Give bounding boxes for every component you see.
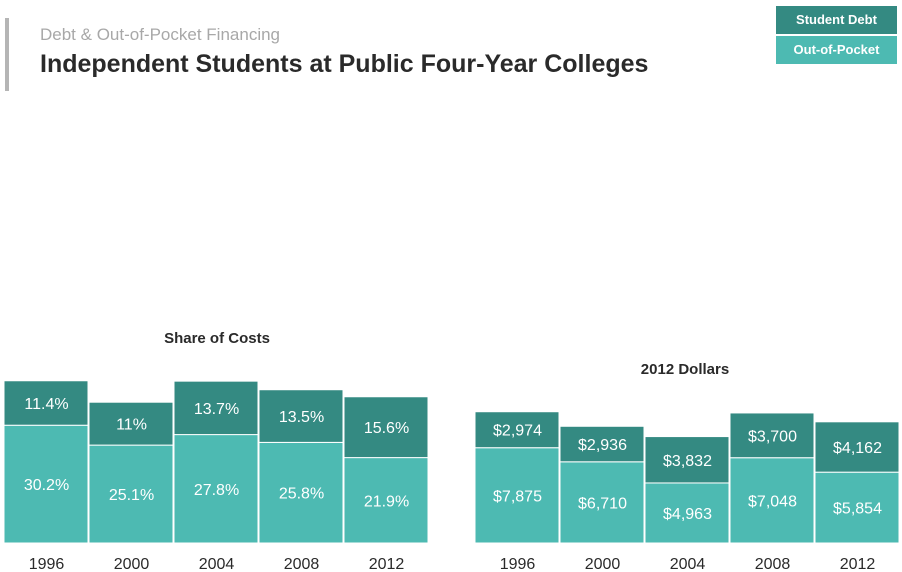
data-label: $2,974: [493, 423, 542, 440]
x-tick-label: 2000: [585, 556, 621, 572]
bar-student-debt: [88, 401, 174, 446]
bar-student-debt: [474, 411, 560, 449]
legend: Student Debt Out-of-Pocket: [776, 6, 897, 66]
chart-subtitle: Debt & Out-of-Pocket Financing: [40, 25, 281, 44]
data-label: $5,854: [833, 501, 882, 518]
data-label: 25.1%: [109, 487, 154, 504]
data-label: 13.5%: [279, 409, 324, 426]
data-label: 30.2%: [24, 477, 69, 494]
data-label: 11.4%: [24, 396, 68, 413]
legend-out-of-pocket: Out-of-Pocket: [776, 36, 897, 66]
panel-title: Share of Costs: [164, 330, 270, 347]
chart-title: Independent Students at Public Four-Year…: [40, 50, 649, 78]
bar-out-of-pocket: [559, 461, 645, 544]
bar-student-debt: [173, 380, 259, 436]
data-label: $7,048: [748, 493, 797, 510]
data-label: 27.8%: [194, 482, 239, 499]
bar-student-debt: [343, 396, 429, 459]
x-tick-label: 2008: [755, 556, 791, 572]
data-label: $4,162: [833, 440, 882, 457]
x-tick-label: 2008: [284, 556, 320, 572]
bar-student-debt: [814, 421, 900, 473]
data-label: 15.6%: [364, 420, 409, 437]
bar-student-debt: [729, 412, 815, 459]
bar-student-debt: [644, 436, 730, 484]
bar-student-debt: [559, 425, 645, 463]
x-tick-label: 2004: [670, 556, 706, 572]
x-tick-label: 2012: [840, 556, 876, 572]
x-tick-label: 2000: [114, 556, 150, 572]
data-label: 13.7%: [194, 401, 239, 418]
bar-out-of-pocket: [644, 482, 730, 544]
data-label: 25.8%: [279, 486, 324, 503]
bar-out-of-pocket: [474, 447, 560, 544]
data-label: $6,710: [578, 495, 627, 512]
bar-student-debt: [3, 380, 89, 426]
legend-student-debt: Student Debt: [776, 6, 897, 36]
bar-out-of-pocket: [343, 457, 429, 544]
bar-out-of-pocket: [88, 444, 174, 544]
data-label: $3,700: [748, 428, 797, 445]
data-label: 21.9%: [364, 493, 409, 510]
x-tick-label: 2012: [369, 556, 405, 572]
data-label: $3,832: [663, 453, 712, 470]
x-tick-label: 2004: [199, 556, 235, 572]
bar-student-debt: [258, 389, 344, 443]
bar-out-of-pocket: [173, 434, 259, 544]
data-label: $2,936: [578, 437, 627, 454]
panel-title: 2012 Dollars: [641, 361, 729, 378]
data-label: $4,963: [663, 506, 712, 523]
bar-out-of-pocket: [3, 424, 89, 544]
x-tick-label: 1996: [500, 556, 536, 572]
bar-out-of-pocket: [729, 457, 815, 544]
title-accent-bar: [5, 18, 9, 91]
x-tick-label: 1996: [29, 556, 65, 572]
data-label: 11%: [116, 417, 147, 434]
data-label: $7,875: [493, 488, 542, 505]
bar-out-of-pocket: [814, 471, 900, 544]
